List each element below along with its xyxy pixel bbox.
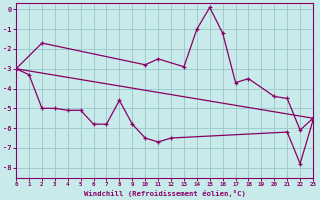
X-axis label: Windchill (Refroidissement éolien,°C): Windchill (Refroidissement éolien,°C) xyxy=(84,190,245,197)
